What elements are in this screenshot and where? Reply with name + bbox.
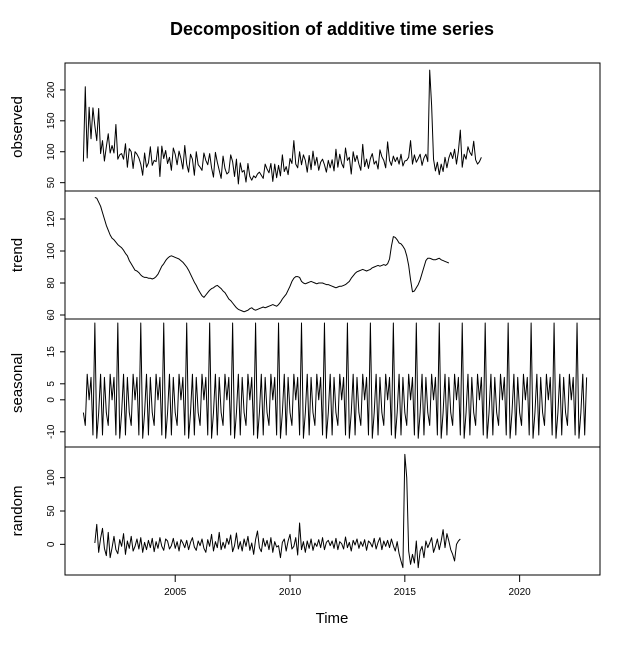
panel-seasonal: seasonal -10 0 5 15 bbox=[9, 318, 601, 448]
y-tick-label: 200 bbox=[46, 81, 57, 98]
y-tick-label: 50 bbox=[46, 505, 57, 517]
panel-ylabel: trend bbox=[9, 238, 26, 272]
y-tick-label: 120 bbox=[46, 210, 57, 227]
y-tick-label: 60 bbox=[46, 309, 57, 321]
panel-observed: observed 50 100 150 200 bbox=[9, 62, 601, 192]
y-tick-label: 5 bbox=[46, 381, 57, 387]
y-tick-label: 80 bbox=[46, 277, 57, 289]
panel-ylabel: random bbox=[9, 486, 26, 537]
y-tick-label: 15 bbox=[46, 346, 57, 358]
y-tick-label: 50 bbox=[46, 177, 57, 189]
y-tick-label: 100 bbox=[46, 469, 57, 486]
panel-frame bbox=[64, 190, 601, 320]
y-tick-label: 0 bbox=[46, 397, 57, 403]
y-tick-label: -10 bbox=[46, 424, 57, 439]
panel-trend: trend 60 80 100 120 bbox=[9, 190, 601, 321]
x-axis: 2005 2010 2015 2020 bbox=[164, 575, 531, 598]
y-tick-label: 150 bbox=[46, 112, 57, 129]
y-tick-label: 0 bbox=[46, 541, 57, 547]
x-axis-title: Time bbox=[316, 610, 349, 627]
panel-ylabel: seasonal bbox=[9, 353, 26, 413]
panel-frame bbox=[64, 446, 601, 576]
chart-title: Decomposition of additive time series bbox=[170, 19, 494, 39]
series-line-trend bbox=[94, 196, 450, 313]
series-line-seasonal bbox=[82, 322, 588, 439]
panel-frame bbox=[64, 62, 601, 192]
x-tick-label: 2015 bbox=[394, 587, 417, 598]
x-tick-label: 2010 bbox=[279, 587, 302, 598]
panel-random: random 0 50 100 bbox=[9, 446, 601, 576]
panel-ylabel: observed bbox=[9, 96, 26, 158]
x-tick-label: 2020 bbox=[509, 587, 532, 598]
series-line-observed bbox=[82, 69, 482, 185]
series-line-random bbox=[94, 453, 461, 569]
x-tick-label: 2005 bbox=[164, 587, 187, 598]
panels: observed50100150200trend6080100120season… bbox=[9, 62, 601, 576]
y-tick-label: 100 bbox=[46, 242, 57, 259]
y-tick-label: 100 bbox=[46, 143, 57, 160]
